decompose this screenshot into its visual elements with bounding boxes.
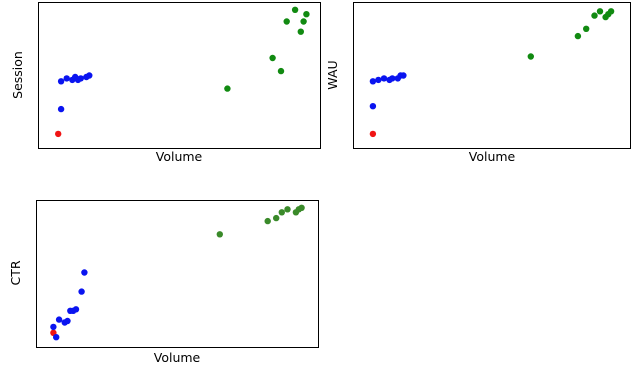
- data-point-blue: [53, 334, 60, 341]
- data-point-green: [303, 11, 310, 18]
- data-point-olive: [284, 206, 291, 213]
- data-point-blue: [375, 76, 382, 84]
- wau-volume-panel: Volume WAU: [325, 2, 631, 164]
- data-point-olive: [278, 209, 285, 216]
- data-point-green: [297, 28, 304, 35]
- data-point-olive: [264, 217, 271, 225]
- data-point-green: [583, 25, 590, 32]
- plot-frame: [36, 200, 319, 348]
- x-axis-label: Volume: [469, 149, 516, 164]
- data-point-red: [55, 130, 62, 138]
- data-point-blue: [369, 78, 377, 85]
- data-point-blue: [63, 75, 70, 82]
- y-axis-label: CTR: [8, 260, 23, 285]
- ctr-volume-panel: Volume CTR: [8, 200, 319, 365]
- data-point-olive: [273, 214, 280, 222]
- data-point-green: [269, 54, 276, 62]
- x-axis-label: Volume: [156, 149, 203, 164]
- data-point-blue: [57, 78, 65, 85]
- data-point-green: [277, 67, 285, 75]
- data-point-blue: [55, 316, 63, 323]
- data-point-blue: [380, 75, 388, 82]
- data-point-green: [527, 53, 534, 60]
- data-point-blue: [389, 75, 396, 82]
- data-point-blue: [57, 105, 65, 113]
- session-volume-panel: Volume Session: [10, 2, 321, 164]
- data-point-green: [291, 6, 299, 13]
- data-point-green: [591, 12, 598, 19]
- y-axis-label: Session: [10, 51, 25, 99]
- data-point-green: [574, 32, 582, 40]
- data-point-green: [283, 18, 290, 25]
- data-point-green: [224, 85, 231, 92]
- data-point-green: [596, 8, 604, 15]
- data-point-olive: [298, 204, 305, 211]
- y-axis-label: WAU: [325, 60, 340, 89]
- data-point-blue: [50, 323, 57, 331]
- data-point-green: [607, 8, 615, 15]
- data-point-blue: [72, 306, 80, 313]
- plot-frame: [353, 2, 631, 149]
- data-point-blue: [77, 75, 85, 82]
- data-point-red: [369, 130, 377, 138]
- data-point-blue: [86, 72, 93, 79]
- data-point-blue: [400, 72, 407, 79]
- data-point-blue: [64, 317, 71, 325]
- data-point-green: [300, 18, 307, 25]
- data-point-blue: [81, 269, 88, 276]
- data-point-olive: [216, 231, 223, 238]
- data-point-blue: [78, 288, 85, 295]
- x-axis-label: Volume: [154, 350, 201, 365]
- data-point-blue: [369, 103, 377, 110]
